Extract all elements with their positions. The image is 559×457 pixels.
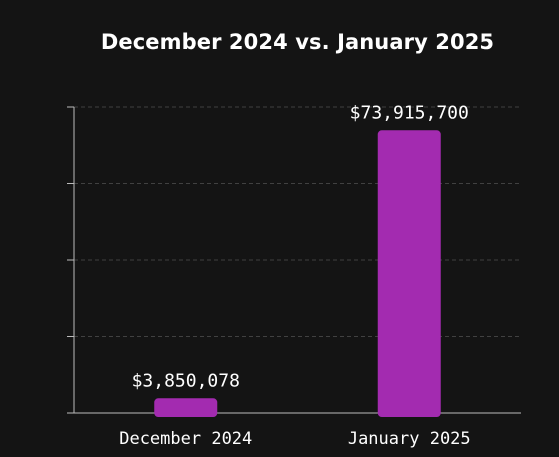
axis-mask [75,413,521,420]
bar-2 [377,130,441,417]
x-tick-label-1: December 2024 [119,429,252,449]
chart-title: December 2024 vs. January 2025 [100,30,495,54]
data-label-2: $73,915,700 [350,102,469,123]
x-tick-label-2: January 2025 [348,429,471,449]
grid-lines [74,106,521,337]
axes [67,106,521,420]
bar-1 [154,398,218,417]
data-label-1: $3,850,078 [132,370,240,391]
labels: $3,850,078 December 2024 $73,915,700 Januar… [119,102,470,449]
bars [154,130,441,417]
